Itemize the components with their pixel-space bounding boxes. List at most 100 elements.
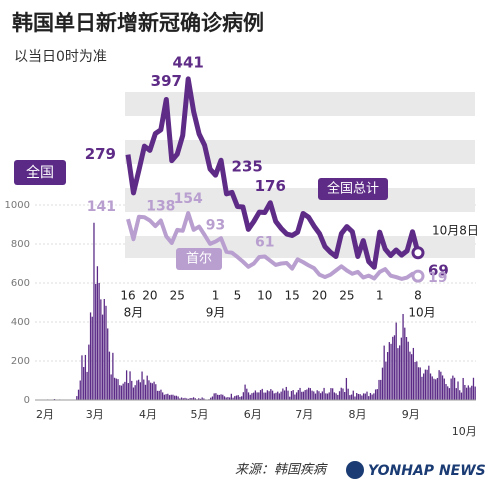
bar (175, 395, 178, 400)
bar (409, 351, 411, 400)
bar (235, 395, 238, 400)
bar (160, 389, 162, 400)
month-label: 10月 (408, 306, 435, 320)
legend-badge (176, 248, 222, 270)
bar (283, 390, 286, 400)
bar (186, 398, 188, 400)
legend-badge (318, 178, 388, 200)
data-label: 441 (173, 53, 204, 71)
bar (192, 397, 195, 400)
data-label: 19 (428, 270, 447, 286)
bar (119, 385, 121, 400)
bar (474, 386, 476, 400)
bar (170, 394, 172, 400)
legend-label: 全国总计 (327, 181, 379, 197)
data-label: 279 (85, 145, 116, 163)
bar (148, 380, 150, 400)
bar (265, 392, 267, 400)
bar (239, 396, 241, 400)
bar (275, 392, 277, 400)
bar (299, 387, 301, 400)
bar (251, 393, 253, 400)
bar (460, 392, 463, 400)
month-label: 8月 (349, 408, 367, 421)
bar (139, 382, 141, 400)
bar (234, 396, 236, 400)
bar (369, 392, 372, 400)
bar (158, 390, 160, 400)
bar (242, 392, 245, 400)
data-label: 397 (151, 72, 182, 90)
bar (179, 398, 181, 400)
bar (352, 390, 354, 400)
bar (122, 383, 124, 400)
bar (146, 375, 148, 400)
bar (335, 393, 337, 400)
bar (354, 396, 356, 400)
bar (469, 387, 471, 400)
bar (117, 379, 119, 400)
bar (91, 316, 93, 400)
bar (253, 392, 255, 400)
title: 韩国单日新增新冠确诊病例 (12, 11, 264, 35)
bar (445, 384, 447, 400)
bar (381, 367, 384, 400)
bar (162, 392, 164, 400)
bar (429, 373, 432, 400)
x-tick-label: 16 (120, 289, 135, 303)
month-label: 10月 (452, 425, 477, 438)
bar (100, 299, 102, 400)
bar (433, 378, 435, 400)
bar (211, 396, 214, 400)
bar (412, 347, 415, 400)
bar (411, 354, 413, 400)
bar (198, 398, 200, 400)
bar (313, 391, 315, 400)
bar (294, 394, 296, 400)
bar (137, 379, 140, 400)
bar (457, 381, 459, 400)
bar (388, 342, 390, 400)
bar (359, 394, 361, 400)
bar (405, 337, 408, 400)
month-label: 3月 (86, 408, 104, 421)
bar (254, 390, 257, 400)
month-label: 9月 (206, 306, 226, 320)
bar (472, 377, 475, 400)
y-tick-label: 1000 (5, 200, 30, 211)
bar (213, 393, 215, 400)
bar (141, 371, 143, 400)
bar (113, 377, 116, 400)
bar (89, 312, 92, 400)
bar (426, 369, 428, 400)
bar (163, 394, 166, 400)
bar (386, 352, 389, 400)
bar (301, 391, 303, 400)
bar (144, 384, 147, 400)
bar (319, 393, 322, 400)
bar (199, 398, 202, 400)
bar (194, 398, 196, 400)
bar (392, 336, 394, 400)
bar (338, 391, 341, 400)
bar (282, 388, 284, 400)
bar (309, 388, 311, 400)
bar (471, 385, 473, 400)
bar (81, 355, 83, 400)
x-tick-label: 20 (142, 289, 157, 303)
bar (232, 397, 234, 400)
data-label: 69 (428, 261, 449, 279)
bar (462, 377, 464, 400)
bar (362, 393, 365, 400)
month-label: 7月 (295, 408, 313, 421)
bar (136, 380, 138, 400)
bar (332, 388, 334, 400)
bar (307, 387, 310, 400)
month-label: 6月 (244, 408, 262, 421)
y-tick-label: 400 (11, 317, 30, 328)
month-label: 8月 (124, 306, 144, 320)
bar (421, 376, 423, 400)
bar (295, 392, 298, 400)
